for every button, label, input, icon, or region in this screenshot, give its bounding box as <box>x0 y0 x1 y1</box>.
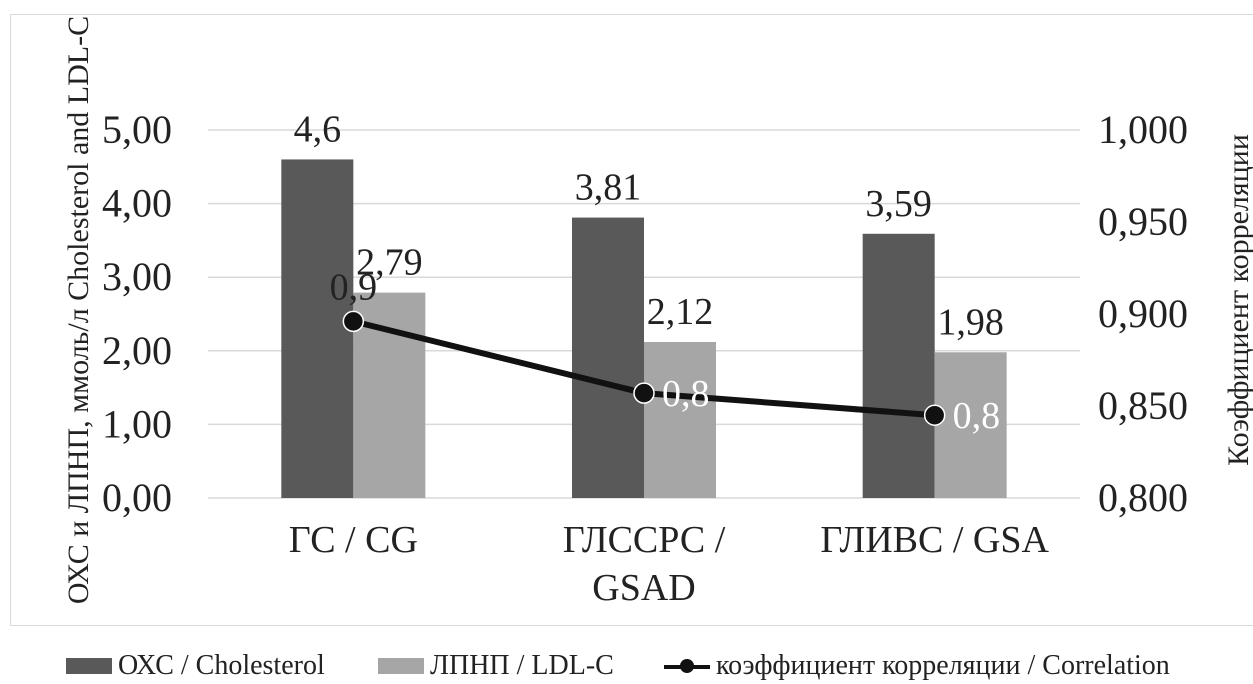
correlation-line <box>342 310 946 426</box>
bar <box>934 352 1007 498</box>
y2-axis-title: Коэффициент корреляции <box>1222 134 1253 466</box>
x-category-label: GSAD <box>592 567 695 609</box>
correlation-data-label: 0,8 <box>662 373 710 415</box>
legend-label-ldl: ЛПНП / LDL-C <box>430 650 614 681</box>
y-tick-label: 4,00 <box>102 181 172 226</box>
y-tick-label: 2,00 <box>102 328 172 373</box>
legend-label-correlation: коэффициент корреляции / Correlation <box>716 650 1170 681</box>
y2-tick-label: 1,000 <box>1098 107 1188 152</box>
legend: ОХС / Cholesterol ЛПНП / LDL-C коэффицие… <box>0 648 1253 684</box>
legend-swatch-cholesterol <box>66 658 112 674</box>
legend-line-marker-icon <box>664 658 710 674</box>
legend-swatch-ldl <box>378 658 424 674</box>
correlation-point <box>633 382 655 404</box>
chart-frame <box>10 14 1253 626</box>
x-category-label: ГС / CG <box>289 519 418 561</box>
bar-data-label: 3,81 <box>575 167 642 209</box>
y2-tick-label: 0,800 <box>1098 475 1188 520</box>
legend-item-correlation: коэффициент корреляции / Correlation <box>664 648 1170 684</box>
bar-data-label: 4,6 <box>294 108 342 150</box>
x-category-label: ГЛССРС / <box>563 519 726 561</box>
axes: 0,00 1,00 2,00 3,00 4,00 5,00 0,800 0,850 0,900 0… <box>102 107 1188 609</box>
legend-item-cholesterol: ОХС / Cholesterol <box>66 648 325 684</box>
correlation-point <box>342 310 365 333</box>
bar-data-label: 2,12 <box>647 291 714 333</box>
x-category-label: ГЛИВС / GSA <box>820 519 1049 561</box>
y2-tick-label: 0,950 <box>1098 199 1188 244</box>
correlation-data-label: 0,9 <box>330 266 378 308</box>
bar <box>281 159 354 498</box>
legend-label-cholesterol: ОХС / Cholesterol <box>118 650 325 681</box>
bar-data-label: 2,79 <box>356 242 423 284</box>
bar <box>572 217 644 499</box>
bar <box>644 341 716 498</box>
chart-canvas: 4,6 2,79 3,81 2,12 3,59 1,98 0,9 0,8 0,8 0,00 1,0… <box>62 16 1253 609</box>
y-tick-label: 3,00 <box>102 254 172 299</box>
correlation-data-label: 0,8 <box>953 395 1001 437</box>
y2-tick-label: 0,850 <box>1098 383 1188 428</box>
y-tick-label: 1,00 <box>102 401 172 446</box>
bar-data-label: 3,59 <box>865 183 932 225</box>
y-tick-label: 0,00 <box>102 475 172 520</box>
y-tick-label: 5,00 <box>102 107 172 152</box>
bar-data-label: 1,98 <box>937 301 1004 343</box>
y2-tick-label: 0,900 <box>1098 291 1188 336</box>
bar <box>862 233 935 498</box>
legend-item-ldl: ЛПНП / LDL-C <box>378 648 614 684</box>
data-labels: 4,6 2,79 3,81 2,12 3,59 1,98 0,9 0,8 0,8 <box>294 108 1004 437</box>
y-axis-title: ОХС и ЛПНП, ммоль/л Cholesterol and LDL-… <box>62 16 95 604</box>
correlation-point <box>923 404 946 426</box>
